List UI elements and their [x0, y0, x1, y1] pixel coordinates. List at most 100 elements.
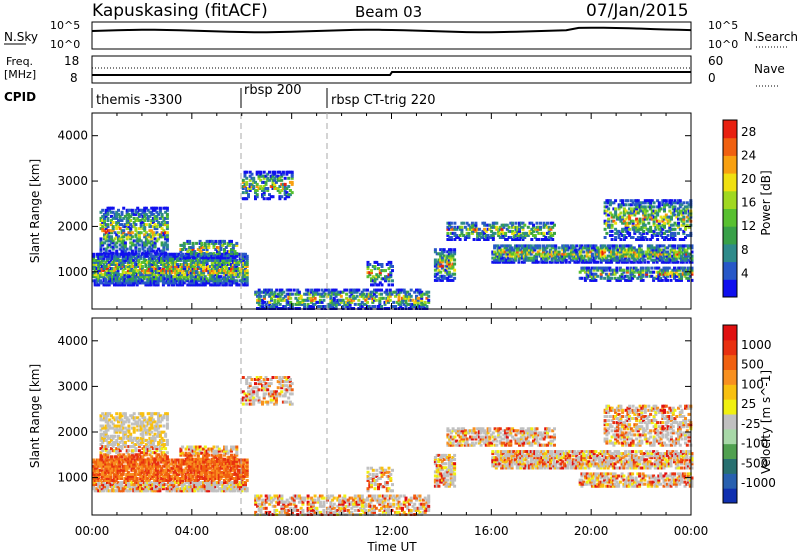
echo-cell	[93, 474, 97, 478]
echo-cell	[107, 464, 111, 468]
echo-cell	[657, 246, 661, 250]
echo-cell	[238, 269, 242, 273]
echo-cell	[599, 274, 603, 278]
echo-cell	[394, 305, 397, 308]
echo-cell	[617, 260, 621, 264]
echo-cell	[117, 212, 120, 216]
echo-cell	[646, 256, 650, 260]
echo-cell	[196, 271, 200, 275]
echo-cell	[97, 265, 101, 268]
echo-cell	[626, 225, 630, 229]
echo-cell	[287, 193, 291, 197]
echo-cell	[612, 201, 616, 205]
echo-cell	[680, 209, 684, 213]
echo-cell	[198, 283, 202, 287]
echo-cell	[646, 268, 650, 272]
echo-cell	[92, 256, 95, 260]
echo-cell	[621, 221, 625, 225]
echo-cell	[228, 279, 232, 283]
echo-cell	[93, 483, 97, 487]
echo-cell	[416, 302, 420, 306]
echo-cell	[134, 243, 138, 247]
echo-cell	[667, 254, 671, 258]
echo-cell	[262, 197, 266, 201]
echo-cell	[130, 271, 134, 275]
echo-cell	[652, 254, 656, 258]
echo-cell	[546, 225, 549, 229]
echo-cell	[120, 472, 123, 476]
echo-cell	[526, 252, 530, 256]
echo-cell	[578, 254, 582, 258]
echo-cell	[345, 296, 349, 300]
echo-cell	[285, 191, 289, 195]
echo-cell	[599, 250, 603, 254]
echo-cell	[553, 231, 556, 235]
echo-cell	[181, 275, 185, 279]
echo-cell	[535, 225, 539, 229]
echo-cell	[481, 221, 485, 225]
echo-cell	[639, 272, 643, 276]
echo-cell	[611, 270, 615, 274]
echo-cell	[331, 298, 335, 302]
echo-cell	[228, 275, 232, 279]
echo-cell	[93, 470, 97, 474]
echo-cell	[313, 298, 317, 302]
echo-cell	[535, 256, 538, 260]
echo-cell	[221, 271, 225, 275]
echo-cell	[134, 245, 138, 249]
echo-cell	[144, 241, 148, 245]
echo-cell	[97, 260, 101, 264]
echo-cell	[153, 241, 157, 245]
echo-cell	[636, 201, 640, 205]
echo-cell	[390, 292, 394, 296]
echo-cell	[207, 269, 211, 273]
echo-cell	[280, 182, 284, 186]
echo-cell	[287, 300, 291, 304]
echo-cell	[139, 489, 143, 493]
echo-cell	[179, 281, 183, 285]
echo-cell	[153, 275, 157, 279]
echo-cell	[216, 275, 219, 279]
echo-cell	[184, 275, 188, 279]
echo-cell	[387, 267, 391, 271]
echo-cell	[388, 290, 392, 294]
echo-cell	[511, 231, 515, 235]
echo-cell	[526, 225, 530, 229]
echo-cell	[193, 271, 197, 275]
echo-cell	[479, 231, 483, 235]
echo-cell	[207, 273, 211, 277]
echo-cell	[493, 225, 497, 229]
echo-cell	[130, 254, 134, 258]
echo-cell	[288, 189, 292, 192]
echo-cell	[535, 244, 538, 248]
colorbar-swatch	[723, 173, 737, 192]
echo-cell	[116, 258, 120, 262]
echo-cell	[310, 298, 314, 302]
echo-cell	[121, 466, 125, 470]
echo-cell	[371, 294, 375, 298]
echo-cell	[678, 205, 682, 209]
echo-cell	[348, 305, 352, 308]
echo-cell	[95, 267, 99, 271]
echo-cell	[143, 235, 147, 239]
echo-cell	[151, 483, 155, 487]
echo-cell	[221, 281, 225, 285]
echo-cell	[111, 241, 115, 245]
echo-cell	[95, 279, 99, 283]
echo-cell	[165, 208, 169, 212]
echo-cell	[153, 251, 157, 255]
echo-cell	[539, 225, 542, 229]
echo-cell	[517, 256, 521, 260]
echo-cell	[223, 248, 226, 251]
echo-cell	[104, 227, 108, 231]
echo-cell	[186, 250, 190, 254]
echo-cell	[493, 256, 497, 260]
echo-cell	[374, 294, 378, 298]
echo-cell	[209, 269, 213, 273]
echo-cell	[652, 223, 656, 227]
echo-cell	[135, 258, 139, 262]
echo-cell	[589, 244, 593, 248]
echo-cell	[235, 273, 239, 277]
echo-cell	[153, 279, 157, 283]
echo-cell	[395, 300, 399, 304]
